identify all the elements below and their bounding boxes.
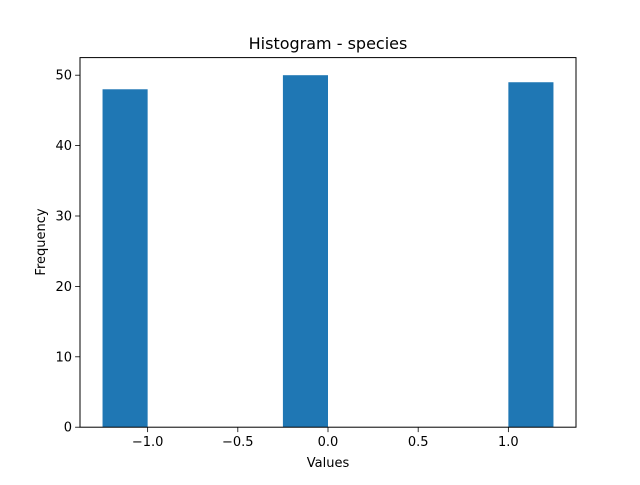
histogram-bar bbox=[282, 75, 328, 428]
x-tick-label: 0.5 bbox=[408, 435, 429, 450]
x-tick-label: −1.0 bbox=[132, 435, 164, 450]
y-tick-label: 0 bbox=[64, 421, 72, 436]
y-tick-label: 20 bbox=[55, 280, 72, 295]
plot-area-frame bbox=[79, 57, 577, 428]
x-tick-label: 0.0 bbox=[318, 435, 339, 450]
y-axis-label: Frequency bbox=[34, 208, 49, 275]
y-axis-ticks: 0 10 20 30 40 50 bbox=[55, 69, 80, 436]
y-tick-label: 50 bbox=[55, 69, 72, 84]
x-axis-ticks: −1.0 −0.5 0.0 0.5 1.0 bbox=[132, 427, 519, 450]
y-tick-label: 30 bbox=[55, 210, 72, 225]
x-tick-label: 1.0 bbox=[498, 435, 519, 450]
bars-group bbox=[102, 75, 554, 428]
histogram-bar bbox=[508, 82, 554, 428]
y-tick-label: 40 bbox=[55, 139, 72, 154]
x-axis-label: Values bbox=[307, 456, 350, 471]
y-tick-label: 10 bbox=[55, 350, 72, 365]
chart-title: Histogram - species bbox=[249, 34, 408, 53]
histogram-bar bbox=[102, 89, 148, 428]
x-tick-label: −0.5 bbox=[222, 435, 254, 450]
